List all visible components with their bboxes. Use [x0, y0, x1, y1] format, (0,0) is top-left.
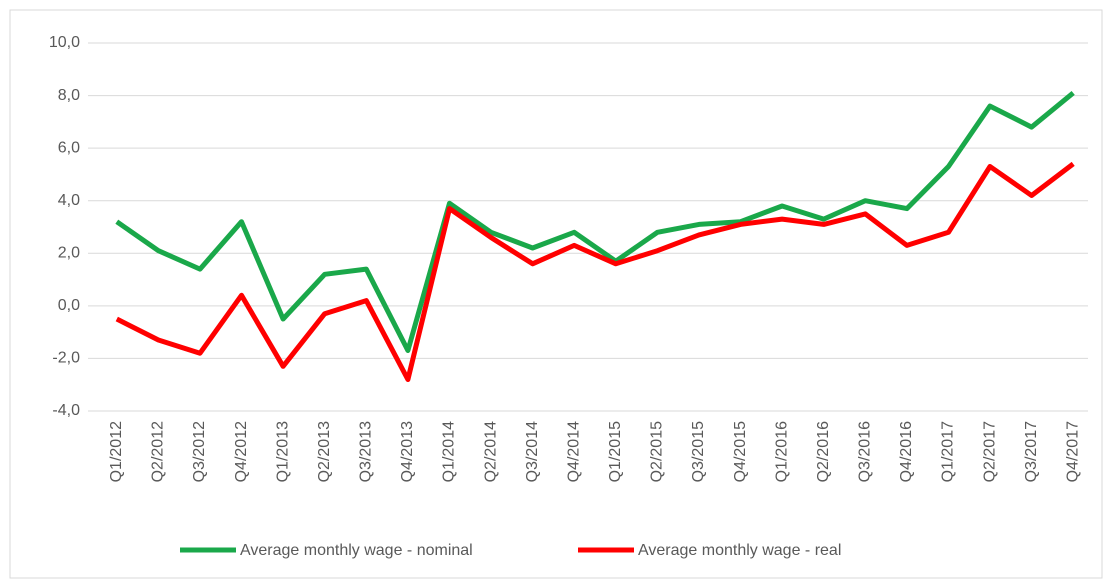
x-tick-label: Q4/2013: [399, 421, 416, 482]
y-tick-label: -2,0: [52, 350, 80, 367]
series-line: [115, 161, 1075, 382]
x-tick-label: Q3/2017: [1023, 421, 1040, 482]
x-tick-label: Q2/2012: [150, 421, 167, 482]
x-tick-label: Q1/2017: [940, 421, 957, 482]
x-tick-label: Q2/2015: [649, 421, 666, 482]
y-tick-label: 6,0: [58, 139, 80, 156]
x-tick-label: Q3/2016: [857, 421, 874, 482]
x-tick-label: Q4/2017: [1064, 421, 1081, 482]
legend-label: Average monthly wage - nominal: [240, 542, 473, 559]
x-tick-label: Q4/2012: [233, 421, 250, 482]
x-tick-label: Q4/2016: [898, 421, 915, 482]
x-tick-label: Q4/2014: [565, 421, 582, 482]
x-tick-label: Q2/2014: [482, 421, 499, 482]
y-tick-label: -4,0: [52, 402, 80, 419]
x-tick-label: Q3/2014: [524, 421, 541, 482]
legend-label: Average monthly wage - real: [638, 542, 841, 559]
y-tick-label: 8,0: [58, 87, 80, 104]
x-tick-label: Q2/2013: [316, 421, 333, 482]
x-tick-label: Q3/2012: [191, 421, 208, 482]
x-tick-label: Q2/2017: [981, 421, 998, 482]
x-tick-label: Q3/2015: [690, 421, 707, 482]
x-tick-label: Q1/2013: [274, 421, 291, 482]
y-tick-label: 10,0: [49, 34, 80, 51]
x-tick-label: Q1/2012: [108, 421, 125, 482]
x-tick-label: Q1/2014: [441, 421, 458, 482]
x-tick-label: Q2/2016: [815, 421, 832, 482]
x-tick-label: Q4/2015: [732, 421, 749, 482]
y-tick-label: 4,0: [58, 192, 80, 209]
chart-border: [9, 9, 1103, 579]
x-tick-label: Q1/2015: [607, 421, 624, 482]
x-tick-label: Q3/2013: [358, 421, 375, 482]
y-tick-label: 2,0: [58, 245, 80, 262]
y-tick-label: 0,0: [58, 297, 80, 314]
series-line: [115, 90, 1075, 353]
x-tick-label: Q1/2016: [773, 421, 790, 482]
